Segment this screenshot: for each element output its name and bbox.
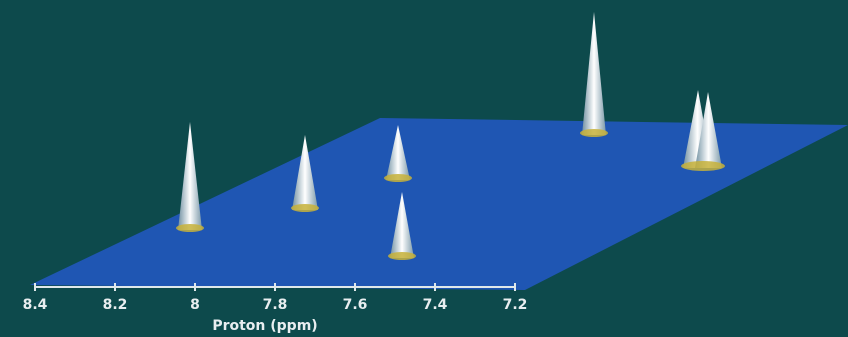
peak xyxy=(386,125,410,180)
peak xyxy=(582,12,606,135)
peak-base xyxy=(580,129,608,137)
spectrum-plane xyxy=(30,118,848,290)
peak-bases xyxy=(176,129,725,260)
x-tick-label: 7.2 xyxy=(503,297,528,313)
peak xyxy=(390,192,414,258)
x-tick-label: 7.6 xyxy=(343,297,368,313)
peak-base xyxy=(388,252,416,260)
peak-base xyxy=(176,224,204,232)
peaks xyxy=(178,12,722,258)
peak xyxy=(695,92,722,168)
x-tick-label: 8.4 xyxy=(23,297,48,313)
peak-base xyxy=(681,161,725,171)
peak xyxy=(292,135,318,210)
peak xyxy=(178,122,202,230)
peak-base xyxy=(384,174,412,182)
peak-base xyxy=(291,204,319,212)
x-axis-label: Proton (ppm) xyxy=(212,318,317,334)
x-tick-label: 8 xyxy=(190,297,200,313)
x-tick-label: 7.8 xyxy=(263,297,288,313)
x-tick-label: 8.2 xyxy=(103,297,128,313)
x-tick-label: 7.4 xyxy=(423,297,448,313)
